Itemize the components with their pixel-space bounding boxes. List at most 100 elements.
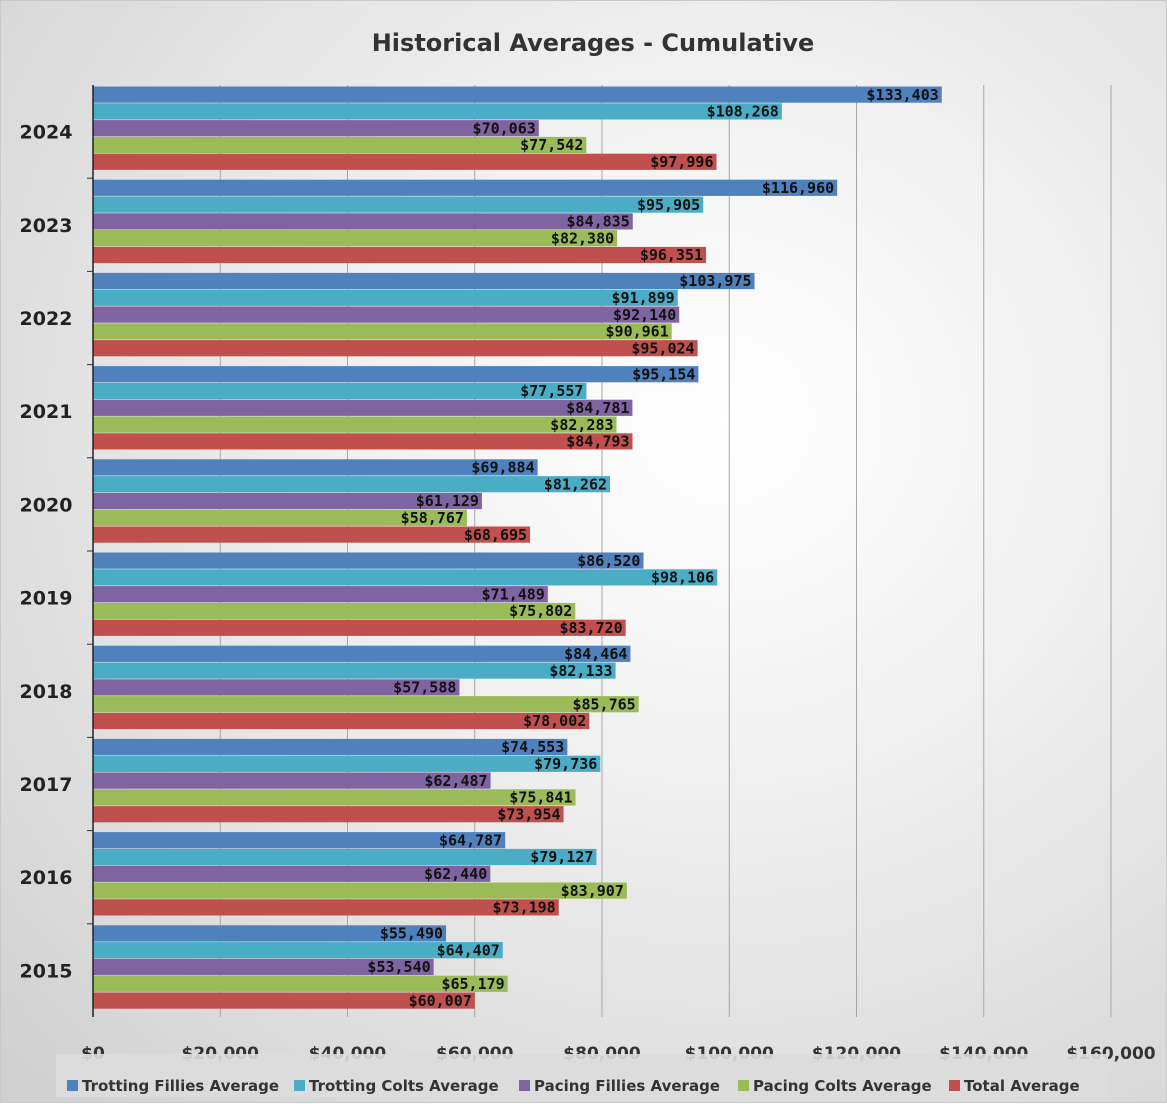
legend-background	[56, 1054, 1108, 1097]
legend-swatch	[519, 1080, 530, 1091]
legend-swatch	[949, 1080, 960, 1091]
bar	[93, 975, 508, 992]
data-label: $64,787	[439, 831, 502, 849]
bar	[93, 272, 755, 290]
category-label: 2024	[20, 122, 73, 144]
legend-label: Pacing Colts Average	[753, 1077, 932, 1095]
data-label: $73,198	[493, 899, 556, 917]
bar	[93, 925, 447, 942]
data-label: $75,802	[509, 602, 572, 620]
legend-swatch	[294, 1080, 305, 1091]
data-label: $85,765	[572, 695, 635, 713]
legend-swatch	[67, 1080, 78, 1091]
bar	[93, 86, 942, 103]
bar	[93, 662, 616, 679]
bar	[93, 738, 568, 756]
data-label: $71,489	[482, 585, 545, 603]
bar	[93, 942, 503, 959]
data-label: $83,907	[561, 882, 624, 900]
bar	[93, 433, 633, 450]
data-label: $81,262	[544, 475, 607, 493]
data-label: $91,899	[611, 289, 674, 307]
bar	[93, 136, 587, 154]
bar	[93, 103, 782, 120]
category-label: 2018	[20, 681, 73, 703]
data-label: $68,695	[464, 526, 527, 544]
data-label: $82,283	[550, 416, 613, 434]
bar	[93, 120, 539, 137]
bar	[93, 619, 626, 636]
data-label: $83,720	[559, 619, 622, 637]
data-label: $61,129	[416, 492, 479, 510]
category-axis: 2024 2023 2022 2021 2020 2019 2018 2017 2016 2015	[20, 85, 94, 1017]
bar	[93, 602, 576, 620]
bar	[93, 789, 576, 806]
chart-title: Historical Averages - Cumulative	[372, 29, 815, 57]
data-label: $77,542	[520, 136, 583, 154]
category-label: 2023	[20, 215, 73, 237]
data-label: $86,520	[577, 552, 640, 570]
bar	[93, 645, 631, 662]
bar	[93, 382, 587, 400]
data-label: $74,553	[501, 738, 564, 756]
data-label: $55,490	[380, 925, 443, 943]
bar	[93, 586, 548, 603]
data-label: $108,268	[707, 103, 779, 121]
category-label: 2016	[20, 867, 73, 889]
bar	[93, 552, 644, 569]
category-label: 2021	[20, 401, 73, 423]
data-label: $78,002	[523, 712, 586, 730]
data-label: $64,407	[437, 941, 500, 959]
data-label: $92,140	[613, 306, 676, 324]
data-label: $103,975	[679, 272, 751, 290]
data-label: $82,380	[551, 229, 614, 247]
bar	[93, 459, 538, 476]
bar	[93, 882, 627, 899]
bar	[93, 323, 672, 340]
legend-swatch	[738, 1080, 749, 1091]
bars	[93, 86, 942, 1009]
data-label: $97,996	[650, 153, 713, 171]
bar	[93, 772, 491, 789]
data-label: $95,024	[631, 339, 694, 357]
bar	[93, 712, 590, 730]
bar	[93, 179, 838, 196]
data-label: $90,961	[606, 323, 669, 341]
bar	[93, 492, 482, 510]
bar	[93, 848, 597, 866]
data-label: $70,063	[473, 119, 536, 137]
data-label: $77,557	[520, 382, 583, 400]
bar	[93, 679, 460, 696]
data-label: $84,835	[567, 213, 630, 231]
data-label: $53,540	[367, 958, 430, 976]
data-label: $82,133	[549, 662, 612, 680]
data-label: $84,464	[564, 645, 627, 663]
data-label: $62,440	[424, 865, 487, 883]
data-label: $84,793	[566, 433, 629, 451]
legend-label: Pacing Fillies Average	[534, 1077, 720, 1095]
bar	[93, 526, 531, 543]
bar	[93, 899, 559, 916]
bar	[93, 230, 618, 247]
data-label: $73,954	[497, 805, 560, 823]
data-label: $60,007	[409, 992, 472, 1010]
category-label: 2020	[20, 494, 73, 516]
bar	[93, 832, 506, 849]
bar	[93, 992, 475, 1009]
bar	[93, 569, 718, 586]
data-label: $96,351	[640, 246, 703, 264]
bar	[93, 755, 601, 772]
bar	[93, 696, 639, 713]
category-label: 2022	[20, 308, 73, 330]
legend-label: Trotting Colts Average	[309, 1077, 499, 1095]
bar	[93, 509, 467, 526]
category-label: 2017	[20, 774, 73, 796]
category-label: 2019	[20, 588, 73, 610]
data-label: $84,781	[566, 399, 629, 417]
bar	[93, 289, 678, 306]
data-label: $58,767	[401, 509, 464, 527]
bar	[93, 246, 707, 264]
data-labels: $133,403 $108,268 $70,063$77,542 $97,996 $11…	[367, 86, 938, 1010]
